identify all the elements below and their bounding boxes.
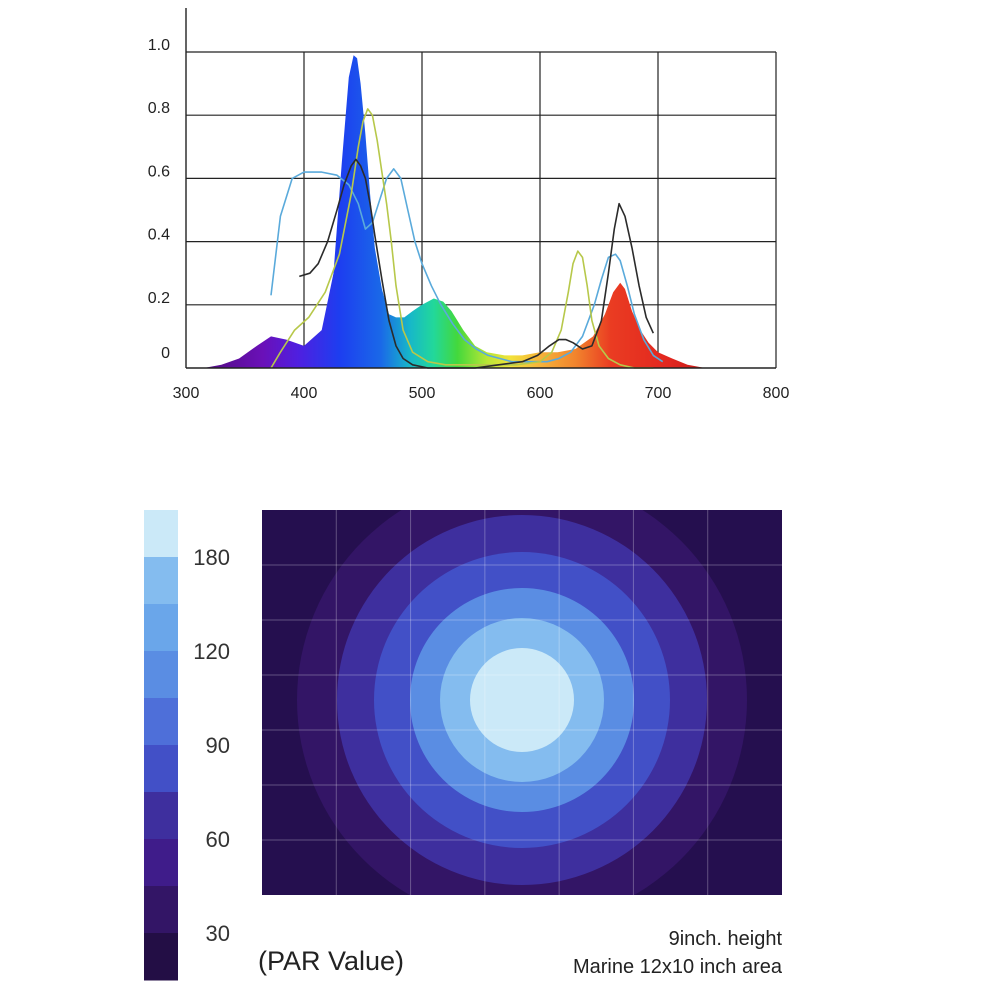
y-tick-label: 0.8: [148, 100, 170, 117]
x-tick-label: 500: [409, 385, 436, 402]
par-colorbar: [144, 510, 178, 981]
colorbar-tick-label: 180: [193, 545, 230, 570]
spectrum-area: [203, 55, 706, 368]
chart-axes: [185, 8, 776, 369]
colorbar-segment: [144, 839, 178, 887]
height-caption: 9inch. height: [668, 928, 782, 950]
colorbar-tick-label: 60: [206, 827, 230, 852]
colorbar-segment: [144, 886, 178, 934]
chart-tick-labels: 300 400 500 600 700 800 0 0.2 0.4 0.6 0.8 1.0: [148, 37, 790, 402]
colorbar-segment: [144, 933, 178, 981]
x-tick-label: 400: [291, 385, 318, 402]
y-tick-label: 0.6: [148, 163, 170, 180]
x-tick-label: 300: [173, 385, 200, 402]
y-tick-label: 0.2: [148, 290, 170, 307]
colorbar-segment: [144, 792, 178, 840]
x-tick-label: 800: [763, 385, 790, 402]
colorbar-segment: [144, 510, 178, 558]
colorbar-tick-label: 90: [206, 733, 230, 758]
par-heatmap-chart: 180 120 90 60 30: [144, 510, 782, 981]
colorbar-segment: [144, 557, 178, 605]
x-tick-label: 700: [645, 385, 672, 402]
colorbar-segment: [144, 651, 178, 699]
x-tick-label: 600: [527, 385, 554, 402]
par-unit-label: (PAR Value): [258, 946, 405, 976]
y-tick-label: 1.0: [148, 37, 170, 54]
chart-series: [203, 55, 706, 369]
spectrum-chart: 300 400 500 600 700 800 0 0.2 0.4 0.6 0.8 1.0: [148, 8, 790, 402]
colorbar-segment: [144, 604, 178, 652]
par-colorbar-ticks: 180 120 90 60 30: [193, 545, 230, 946]
area-caption: Marine 12x10 inch area: [572, 956, 782, 978]
colorbar-segment: [144, 745, 178, 793]
par-ring: [470, 648, 574, 752]
par-map: [262, 510, 782, 895]
y-tick-label: 0: [161, 345, 170, 362]
y-tick-label: 0.4: [148, 227, 170, 244]
colorbar-tick-label: 30: [206, 921, 230, 946]
colorbar-tick-label: 120: [193, 639, 230, 664]
series-line-2: [270, 108, 654, 369]
colorbar-segment: [144, 698, 178, 746]
chart-grid: [186, 51, 777, 368]
